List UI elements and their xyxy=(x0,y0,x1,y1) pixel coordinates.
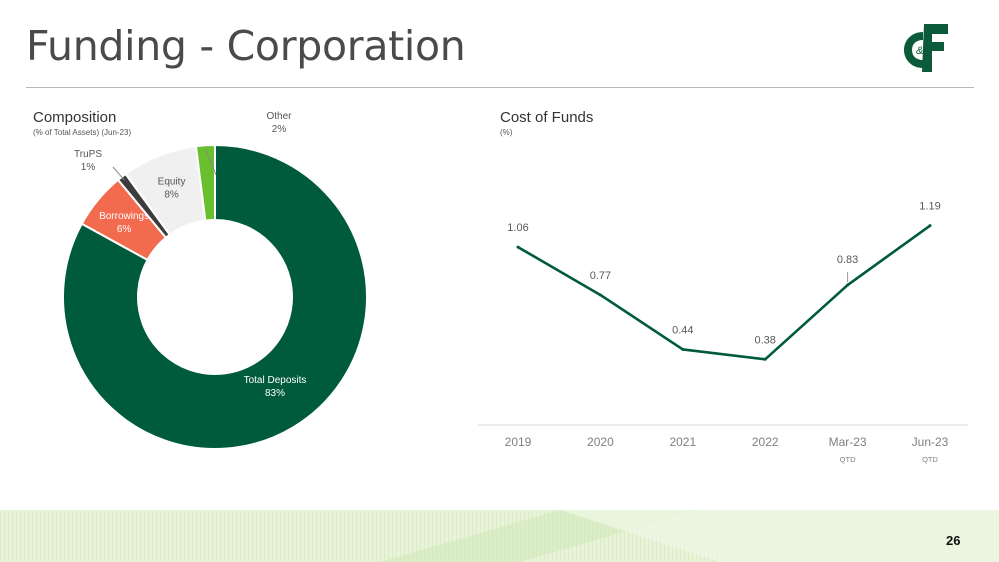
data-point-2019 xyxy=(516,245,520,249)
data-label-2022: 0.38 xyxy=(754,334,775,346)
cost-of-funds-series-line xyxy=(517,224,931,361)
data-point-2021 xyxy=(681,347,685,351)
composition-donut-chart: Total Deposits 83% Borrowings 6% TruPS 1% Equi… xyxy=(62,111,368,450)
x-tick-sublabel-jun-23: QTD xyxy=(922,455,938,464)
x-tick-label-2021: 2021 xyxy=(669,435,696,449)
data-label-2020: 0.77 xyxy=(590,270,611,282)
svg-text:&: & xyxy=(916,45,923,57)
cost-of-funds-title: Cost of Funds xyxy=(500,109,594,126)
data-point-2020 xyxy=(598,293,602,297)
donut-value-trups: 1% xyxy=(81,162,96,173)
x-tick-sublabel-mar-23: QTD xyxy=(840,455,856,464)
title-divider xyxy=(26,87,974,88)
donut-label-other: Other xyxy=(266,111,292,122)
donut-value-borrowings: 6% xyxy=(117,224,132,235)
donut-label-borrowings: Borrowings xyxy=(99,211,149,222)
data-point-mar-23 xyxy=(846,283,850,287)
donut-leader-trups xyxy=(112,166,125,181)
x-tick-label-jun-23: Jun-23 xyxy=(912,435,949,449)
x-tick-label-2020: 2020 xyxy=(587,435,614,449)
company-logo: & xyxy=(904,24,948,72)
x-tick-label-2022: 2022 xyxy=(752,435,779,449)
data-point-2022 xyxy=(763,357,767,361)
cost-of-funds-line-chart: 1.06 2019 0.77 2020 0.44 2021 0.38 2022 0.83 Mar-… xyxy=(478,201,968,464)
x-tick-label-2019: 2019 xyxy=(505,435,532,449)
data-label-2021: 0.44 xyxy=(672,324,693,336)
data-point-jun-23 xyxy=(928,224,932,228)
donut-label-trups: TruPS xyxy=(74,149,102,160)
footer-decoration xyxy=(0,510,999,562)
page-number: 26 xyxy=(946,533,961,548)
donut-label-equity: Equity xyxy=(158,176,186,187)
donut-leader-other xyxy=(205,149,217,176)
data-label-jun-23: 1.19 xyxy=(919,201,940,213)
donut-label-total-deposits: Total Deposits xyxy=(244,375,307,386)
composition-title: Composition xyxy=(33,109,117,126)
slide-title: Funding - Corporation xyxy=(26,22,466,70)
donut-value-equity: 8% xyxy=(164,189,179,200)
donut-value-other: 2% xyxy=(272,124,287,135)
donut-slice-other xyxy=(194,143,216,222)
cost-of-funds-subtitle: (%) xyxy=(500,128,513,137)
donut-slice-total-deposits xyxy=(62,143,368,450)
data-label-mar-23: 0.83 xyxy=(837,254,858,266)
data-label-2019: 1.06 xyxy=(507,222,528,234)
x-tick-label-mar-23: Mar-23 xyxy=(829,435,867,449)
donut-value-total-deposits: 83% xyxy=(265,388,285,399)
composition-subtitle: (% of Total Assets) (Jun-23) xyxy=(33,128,132,137)
